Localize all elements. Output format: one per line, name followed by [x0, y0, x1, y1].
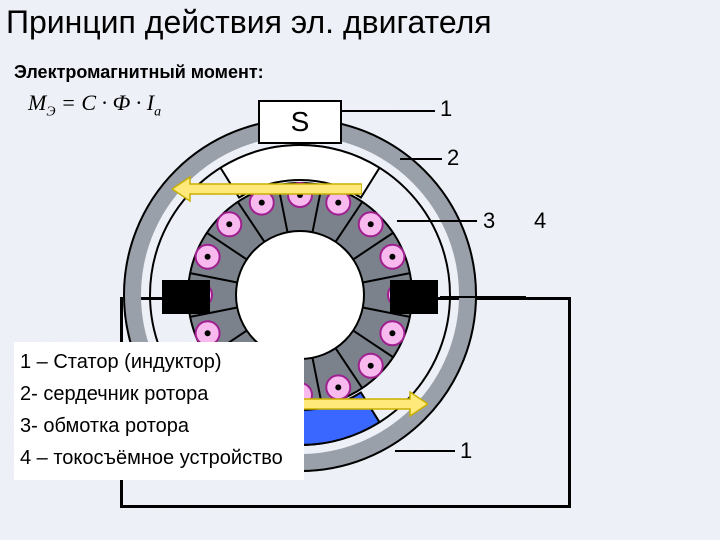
formula-sub1: Э [46, 104, 55, 119]
callout-line-3 [397, 220, 477, 222]
legend-4: 4 – токосъёмное устройство [20, 442, 298, 474]
callout-4: 4 [534, 208, 546, 234]
legend-1: 1 – Статор (индуктор) [20, 346, 298, 378]
wire-right-v [568, 297, 571, 508]
formula-Phi: Ф [113, 90, 131, 115]
arrow-top [172, 175, 362, 203]
formula-dot1: · [96, 90, 113, 115]
legend-box: 1 – Статор (индуктор) 2- сердечник ротор… [14, 342, 304, 480]
formula-dot2: · [130, 90, 147, 115]
formula-C: C [81, 90, 96, 115]
formula-eq: = [56, 90, 82, 115]
callout-2: 2 [447, 145, 459, 171]
brush-left [162, 280, 210, 314]
legend-2: 2- сердечник ротора [20, 378, 298, 410]
callout-line-1 [335, 110, 435, 112]
callout-1b: 1 [460, 438, 472, 464]
page-title: Принцип действия эл. двигателя [6, 4, 492, 41]
wire-bottom [120, 505, 570, 508]
callout-line-2 [400, 158, 442, 160]
callout-3: 3 [483, 208, 495, 234]
formula-M: M [28, 90, 46, 115]
legend-3: 3- обмотка ротора [20, 410, 298, 442]
callout-line-4 [440, 296, 526, 298]
formula: MЭ = C · Ф · Ia [28, 90, 161, 120]
pole-top-label: S [258, 100, 342, 144]
callout-line-1b [395, 450, 455, 452]
brush-right [390, 280, 438, 314]
callout-1: 1 [440, 96, 452, 122]
formula-sub2: a [154, 104, 161, 119]
formula-I: I [147, 90, 154, 115]
subtitle: Электромагнитный момент: [14, 62, 264, 83]
